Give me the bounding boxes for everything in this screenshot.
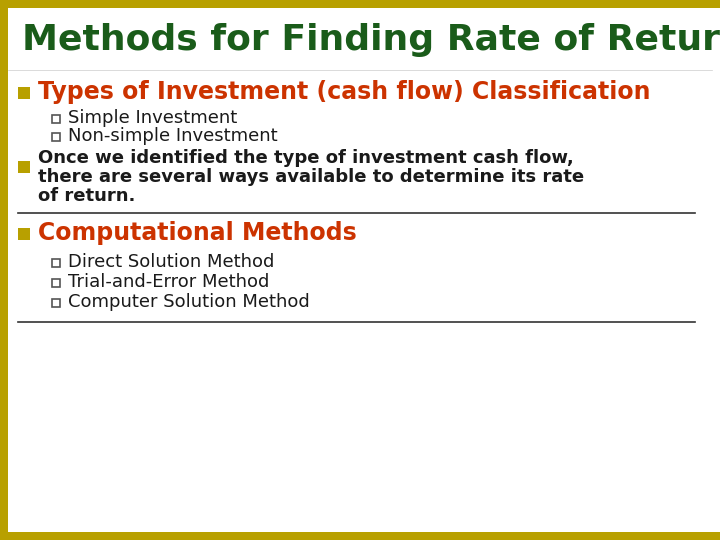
Bar xyxy=(18,87,30,99)
Text: Methods for Finding Rate of Return: Methods for Finding Rate of Return xyxy=(22,23,720,57)
Text: Simple Investment: Simple Investment xyxy=(68,109,238,127)
FancyBboxPatch shape xyxy=(52,259,60,267)
Bar xyxy=(0,532,720,540)
Bar xyxy=(0,0,720,8)
Text: Direct Solution Method: Direct Solution Method xyxy=(68,253,274,271)
FancyBboxPatch shape xyxy=(52,279,60,287)
Text: Once we identified the type of investment cash flow,: Once we identified the type of investmen… xyxy=(38,149,574,167)
Text: Computational Methods: Computational Methods xyxy=(38,221,356,245)
FancyBboxPatch shape xyxy=(52,299,60,307)
FancyBboxPatch shape xyxy=(52,133,60,141)
Text: of return.: of return. xyxy=(38,187,135,205)
Text: Trial-and-Error Method: Trial-and-Error Method xyxy=(68,273,269,291)
Text: Computer Solution Method: Computer Solution Method xyxy=(68,293,310,311)
Bar xyxy=(18,161,30,173)
FancyBboxPatch shape xyxy=(52,115,60,123)
Text: Non-simple Investment: Non-simple Investment xyxy=(68,127,278,145)
Bar xyxy=(18,228,30,240)
Bar xyxy=(0,0,8,540)
Text: there are several ways available to determine its rate: there are several ways available to dete… xyxy=(38,168,584,186)
Text: Types of Investment (cash flow) Classification: Types of Investment (cash flow) Classifi… xyxy=(38,80,650,104)
